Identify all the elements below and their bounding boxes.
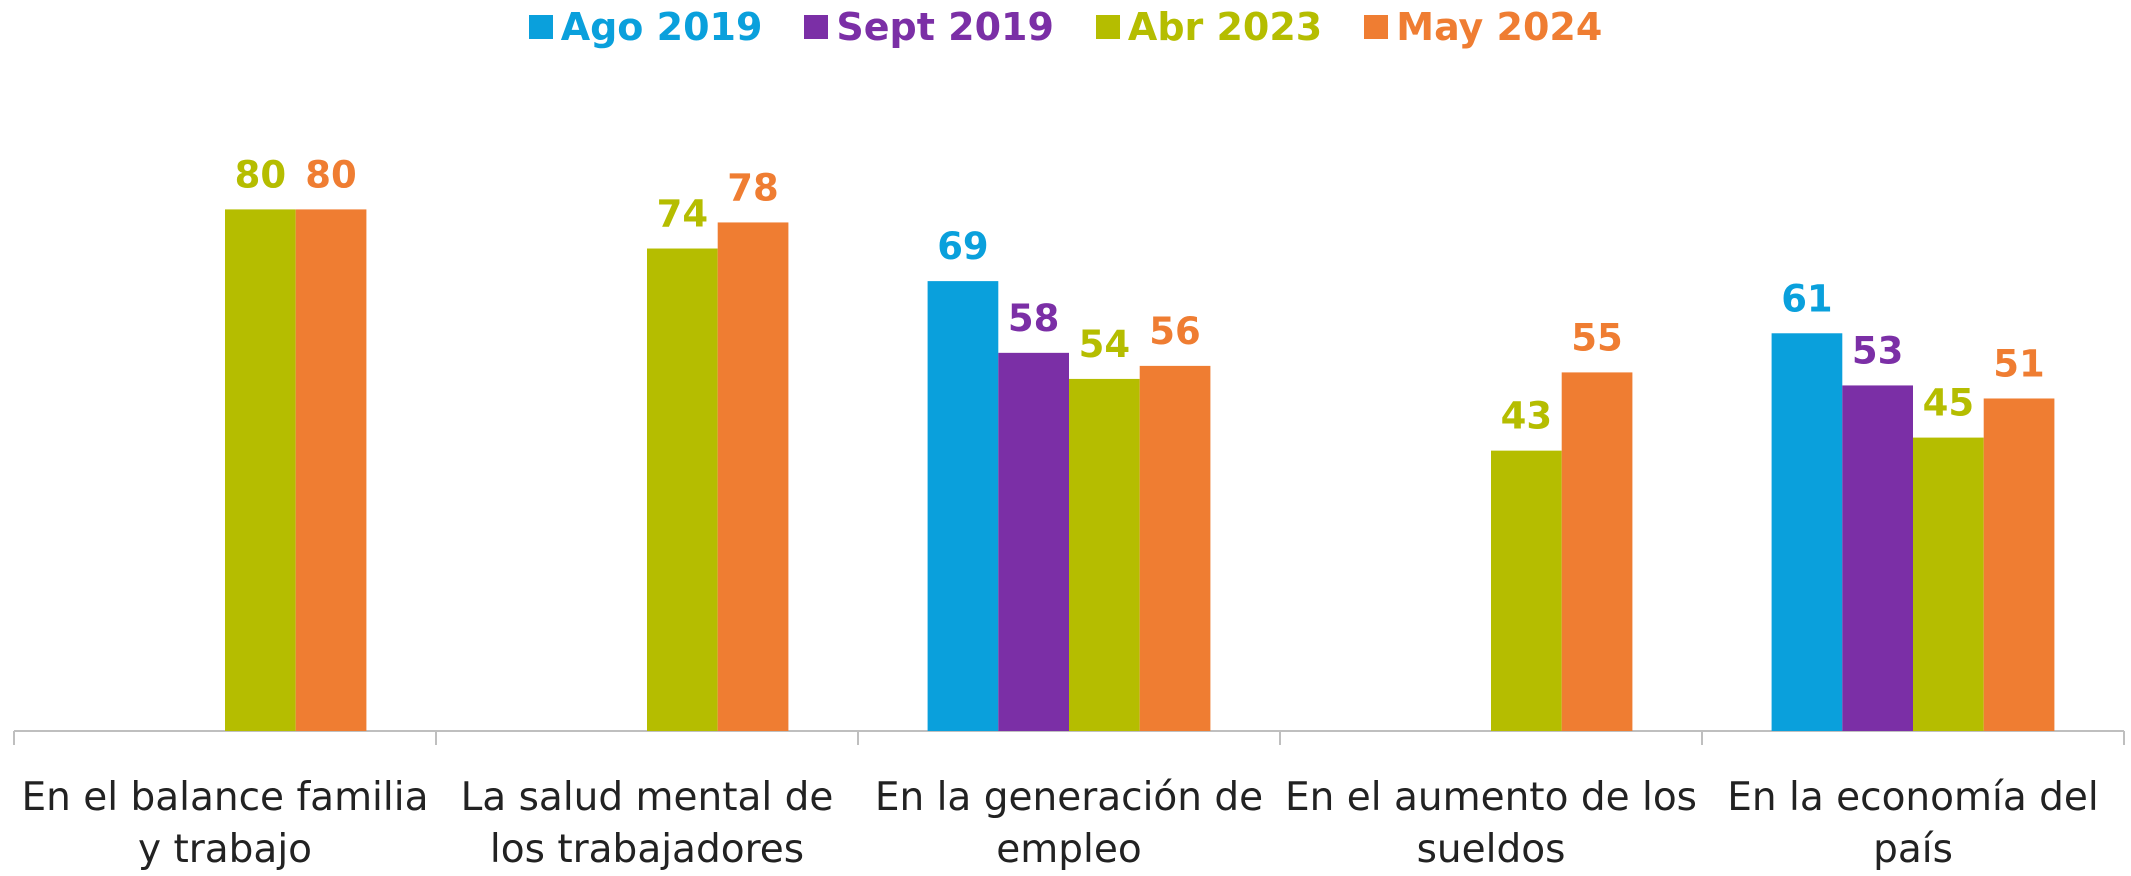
legend: Ago 2019 Sept 2019 Abr 2023 May 2024	[0, 0, 2131, 54]
data-label: 45	[1923, 382, 1975, 425]
legend-item: Abr 2023	[1095, 5, 1323, 49]
data-label: 69	[937, 225, 989, 268]
bar	[1561, 372, 1633, 731]
bar	[1983, 398, 2055, 731]
legend-label: Abr 2023	[1127, 5, 1323, 49]
bar	[225, 209, 296, 731]
data-label: 78	[727, 166, 779, 209]
bar	[717, 222, 789, 731]
x-tick-label: En el aumento de los sueldos	[1284, 775, 1697, 872]
data-label: 55	[1571, 316, 1623, 359]
data-label: 53	[1852, 329, 1904, 372]
bar	[647, 248, 718, 731]
data-label: 51	[1993, 342, 2045, 385]
x-tick-label: En la economía del país	[1727, 775, 2099, 872]
bar	[1069, 378, 1140, 731]
legend-swatch	[528, 15, 553, 39]
data-label: 80	[235, 153, 287, 196]
data-label: 54	[1079, 323, 1131, 366]
data-label: 61	[1781, 277, 1833, 320]
x-tick-label: La salud mental de los trabajadores	[460, 775, 834, 872]
data-label: 74	[657, 193, 709, 236]
data-label: 56	[1149, 310, 1201, 353]
bar	[927, 281, 999, 731]
bar	[1491, 450, 1562, 731]
bar	[1842, 385, 1913, 731]
x-tick-label: En la generación de empleo	[874, 775, 1264, 872]
legend-label: May 2024	[1396, 5, 1603, 49]
legend-swatch	[1364, 15, 1389, 39]
bar	[1139, 365, 1211, 731]
legend-swatch	[804, 15, 829, 39]
legend-swatch	[1095, 15, 1120, 39]
legend-label: Sept 2019	[836, 5, 1054, 49]
bar	[295, 209, 367, 731]
data-label: 80	[305, 153, 357, 196]
bar	[1913, 437, 1984, 731]
bar	[1771, 333, 1843, 731]
legend-item: May 2024	[1364, 5, 1602, 49]
data-label: 43	[1501, 395, 1553, 438]
legend-item: Ago 2019	[528, 5, 763, 49]
legend-item: Sept 2019	[804, 5, 1054, 49]
x-tick-label: En el balance familia y trabajo	[21, 775, 429, 872]
legend-label: Ago 2019	[560, 5, 763, 49]
data-label: 58	[1008, 297, 1060, 340]
bar	[998, 352, 1069, 731]
